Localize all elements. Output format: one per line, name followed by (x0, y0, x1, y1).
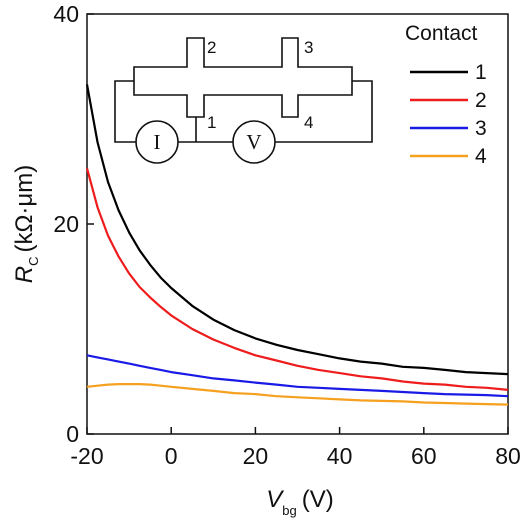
contact-label-4: 4 (304, 113, 313, 132)
legend-title: Contact (405, 22, 478, 45)
x-tick-label: 20 (243, 443, 269, 469)
legend-label-4: 4 (475, 145, 487, 168)
legend-label-3: 3 (475, 117, 487, 140)
inset-circuit-diagram (114, 37, 373, 164)
legend: Contact 1 2 3 4 (405, 22, 487, 168)
contact-label-3: 3 (304, 38, 313, 57)
y-axis-label-sub: C (26, 257, 41, 266)
y-axis-label: RC (kΩ·μm) (11, 165, 41, 283)
x-tick-label: 60 (411, 443, 437, 469)
x-axis-label: Vbg (V) (266, 486, 333, 518)
circuit-wire-left (114, 80, 136, 143)
x-tick-label: 0 (165, 443, 178, 469)
x-tick-label: 40 (327, 443, 353, 469)
voltage-meter-icon (232, 120, 276, 164)
voltage-meter-label: V (246, 130, 261, 154)
svg-text:RC(kΩ·μm): RC (kΩ·μm) (11, 165, 41, 283)
y-axis-label-unit: (kΩ·μm) (11, 165, 38, 253)
current-meter-label: I (154, 130, 161, 154)
y-tick-label: 0 (66, 421, 79, 447)
y-axis-ticks: 0 20 40 (53, 1, 94, 447)
contact-label-1: 1 (207, 113, 216, 132)
x-tick-label: -20 (70, 443, 103, 469)
x-axis-label-main: V (266, 486, 284, 513)
current-meter-icon (135, 120, 179, 164)
series-line-contact-2 (85, 168, 509, 391)
legend-label-2: 2 (475, 89, 487, 112)
x-axis-label-unit: (V) (302, 486, 334, 513)
series-line-contact-4 (86, 383, 509, 406)
y-tick-label: 40 (53, 1, 79, 27)
contact-label-2: 2 (207, 38, 216, 57)
series-lines (85, 84, 509, 406)
circuit-wire-right (275, 80, 373, 143)
x-axis-ticks: -20 0 20 40 60 80 (70, 427, 521, 469)
x-axis-label-sub: bg (282, 503, 296, 518)
hall-bar-device (133, 37, 353, 118)
legend-label-1: 1 (475, 61, 487, 84)
y-axis-label-main: R (11, 266, 38, 283)
x-tick-label: 80 (495, 443, 521, 469)
series-line-contact-1 (85, 84, 509, 376)
series-line-contact-3 (86, 354, 509, 398)
y-tick-label: 20 (53, 211, 79, 237)
